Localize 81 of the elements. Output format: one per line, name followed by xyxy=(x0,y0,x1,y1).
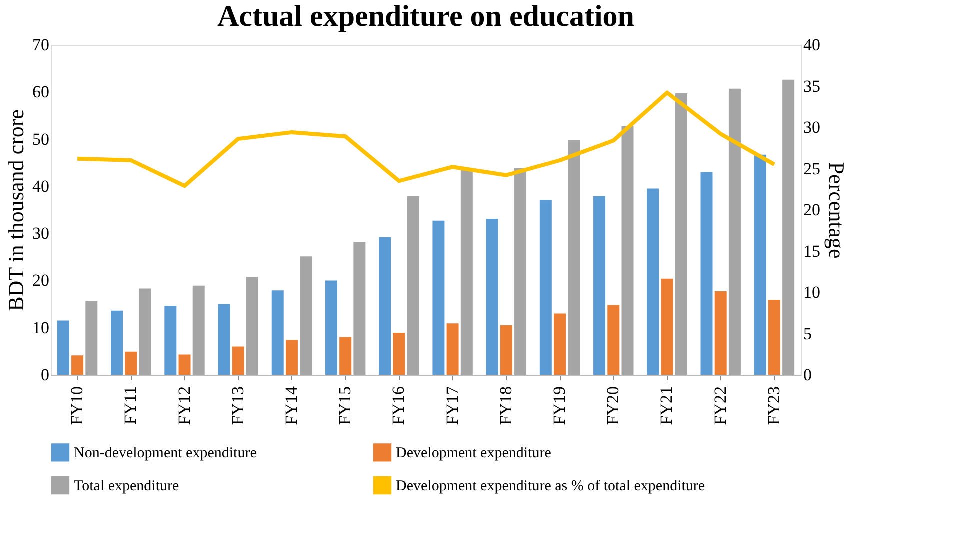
x-tick-label: FY15 xyxy=(336,386,355,426)
bar xyxy=(407,196,420,375)
bar xyxy=(379,237,392,375)
bar xyxy=(622,126,634,375)
y-tick-label: 70 xyxy=(32,36,50,54)
x-tick-label: FY10 xyxy=(68,386,87,426)
bar xyxy=(594,196,606,375)
x-tick-label: FY14 xyxy=(282,386,301,426)
bar xyxy=(111,310,124,375)
y2-tick-label: 20 xyxy=(804,200,820,220)
x-tick-label: FY23 xyxy=(764,386,784,426)
bar xyxy=(514,168,527,375)
line-series xyxy=(76,90,776,188)
bar xyxy=(661,278,674,375)
bar xyxy=(486,218,498,375)
x-tick-label: FY13 xyxy=(228,386,248,426)
y-tick-label: 50 xyxy=(32,130,50,149)
x-tick-label: FY16 xyxy=(389,386,408,426)
bar xyxy=(57,320,70,375)
y2-tick-label: 35 xyxy=(804,76,820,96)
bar xyxy=(178,354,191,375)
x-tick-label: FY18 xyxy=(496,386,516,426)
bar xyxy=(460,169,473,375)
bar xyxy=(139,288,152,375)
x-tick-label: FY21 xyxy=(657,386,676,426)
x-tick-label: FY20 xyxy=(604,386,623,426)
bar xyxy=(754,154,766,375)
bar xyxy=(192,286,205,375)
y2-tick-label: 40 xyxy=(804,36,820,54)
bar xyxy=(393,333,406,375)
bar xyxy=(86,301,98,375)
bar xyxy=(325,280,338,375)
chart-title: Actual expenditure on education xyxy=(218,0,635,33)
bar xyxy=(286,340,298,375)
y2-tick-label: 0 xyxy=(804,366,812,384)
bar xyxy=(568,140,580,375)
y-tick-label: 40 xyxy=(32,176,50,196)
bar xyxy=(700,172,713,375)
y2-tick-label: 25 xyxy=(804,159,820,178)
bar xyxy=(125,352,138,375)
y2-tick-label: 5 xyxy=(804,324,812,344)
y2-tick-label: 15 xyxy=(804,242,820,261)
bar xyxy=(728,88,741,375)
bar xyxy=(300,256,312,375)
bar xyxy=(432,220,445,375)
legend-label: Development expenditure xyxy=(396,446,552,462)
bar xyxy=(782,80,795,375)
x-tick-label: FY17 xyxy=(442,386,462,426)
bar xyxy=(340,337,352,375)
bar xyxy=(354,242,366,375)
bar xyxy=(164,306,177,375)
y-tick-label: 20 xyxy=(32,271,50,290)
bar xyxy=(714,292,727,375)
bar xyxy=(72,356,84,375)
y-tick-label: 30 xyxy=(32,224,50,244)
bar xyxy=(540,200,552,375)
bar xyxy=(246,276,258,375)
y-tick-label: 60 xyxy=(32,82,50,102)
x-tick-label: FY11 xyxy=(121,386,140,425)
y2-tick-label: 10 xyxy=(804,283,820,302)
bar xyxy=(554,314,566,375)
bar xyxy=(232,346,244,375)
x-tick-label: FY12 xyxy=(174,386,194,426)
bar xyxy=(647,188,660,375)
y2-tick-label: 30 xyxy=(804,118,820,137)
bar xyxy=(675,94,688,375)
bar xyxy=(272,290,284,375)
x-tick-label: FY22 xyxy=(710,386,730,426)
bar xyxy=(608,305,620,375)
legend-label: Total expenditure xyxy=(74,478,180,494)
bar xyxy=(500,326,512,375)
x-tick-label: FY19 xyxy=(550,386,570,426)
bar xyxy=(768,300,780,375)
legend-label: Development expenditure as % of total expenditure xyxy=(396,478,706,494)
bar xyxy=(446,324,459,375)
legend-label: Non-development expenditure xyxy=(74,446,258,462)
y-tick-label: 10 xyxy=(32,318,50,338)
y-axis-title: BDT in thousand crore xyxy=(4,110,28,312)
y-tick-label: 0 xyxy=(41,366,50,384)
bar xyxy=(218,304,230,375)
y2-axis-title: Percentage xyxy=(824,162,850,259)
